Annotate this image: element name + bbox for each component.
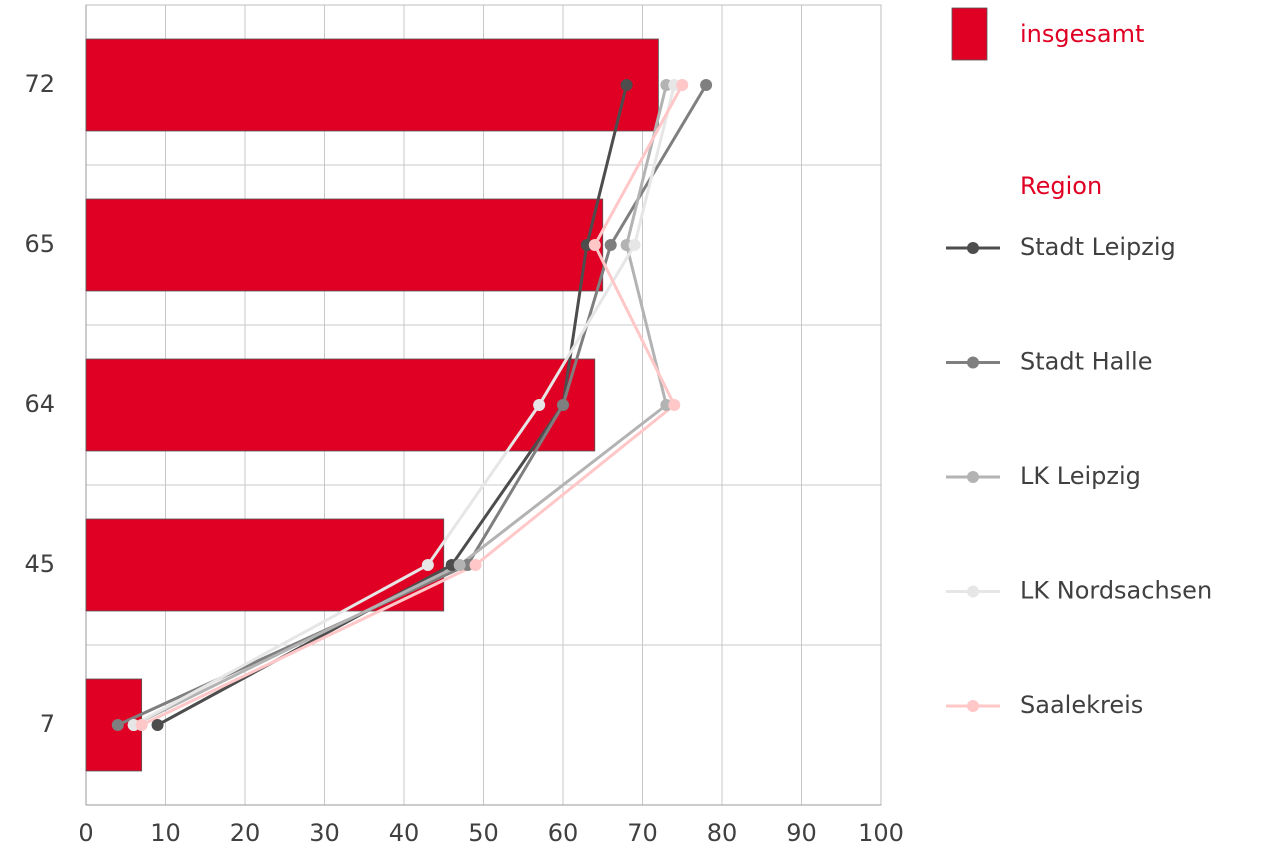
x-tick-label: 100 [858, 819, 904, 847]
point [700, 79, 713, 91]
x-tick-label: 10 [150, 819, 181, 847]
point [421, 559, 434, 571]
point [668, 399, 681, 411]
x-tick-label: 70 [627, 819, 658, 847]
legend-label: Stadt Halle [1020, 348, 1152, 376]
point [628, 239, 641, 251]
y-tick-label: 65 [24, 230, 55, 258]
x-tick-label: 90 [786, 819, 817, 847]
bar [85, 358, 596, 452]
bar [85, 198, 604, 292]
x-tick-label: 30 [309, 819, 340, 847]
point [135, 719, 148, 731]
x-tick-label: 50 [468, 819, 499, 847]
bar [85, 518, 445, 612]
point [557, 399, 569, 411]
x-tick-label: 80 [707, 819, 738, 847]
x-tick-label: 20 [230, 819, 261, 847]
bar [85, 38, 659, 132]
legend-swatch [951, 7, 988, 61]
legend-marker [967, 585, 979, 598]
point [620, 79, 633, 91]
y-tick-label: 7 [40, 710, 55, 738]
x-tick-label: 60 [548, 819, 579, 847]
legend-label: LK Nordsachsen [1020, 577, 1212, 605]
x-tick-label: 40 [389, 819, 420, 847]
legend-title: Region [1020, 172, 1102, 200]
point [676, 79, 689, 91]
point [469, 559, 482, 571]
point [588, 239, 601, 251]
point [151, 719, 164, 731]
legend-label: Saalekreis [1020, 691, 1143, 719]
y-tick-label: 72 [24, 70, 55, 98]
legend-marker [967, 471, 979, 483]
point [533, 399, 546, 411]
legend-label: Stadt Leipzig [1020, 233, 1176, 261]
y-tick-label: 45 [24, 550, 55, 578]
point [111, 719, 124, 731]
legend-marker [967, 356, 979, 369]
legend-marker [967, 242, 979, 254]
y-tick-label: 64 [24, 390, 55, 418]
x-tick-label: 0 [78, 819, 93, 847]
legend-label: LK Leipzig [1020, 462, 1141, 490]
point [604, 239, 617, 251]
legend-label: insgesamt [1020, 20, 1144, 48]
point [453, 559, 466, 571]
legend-marker [967, 700, 979, 712]
